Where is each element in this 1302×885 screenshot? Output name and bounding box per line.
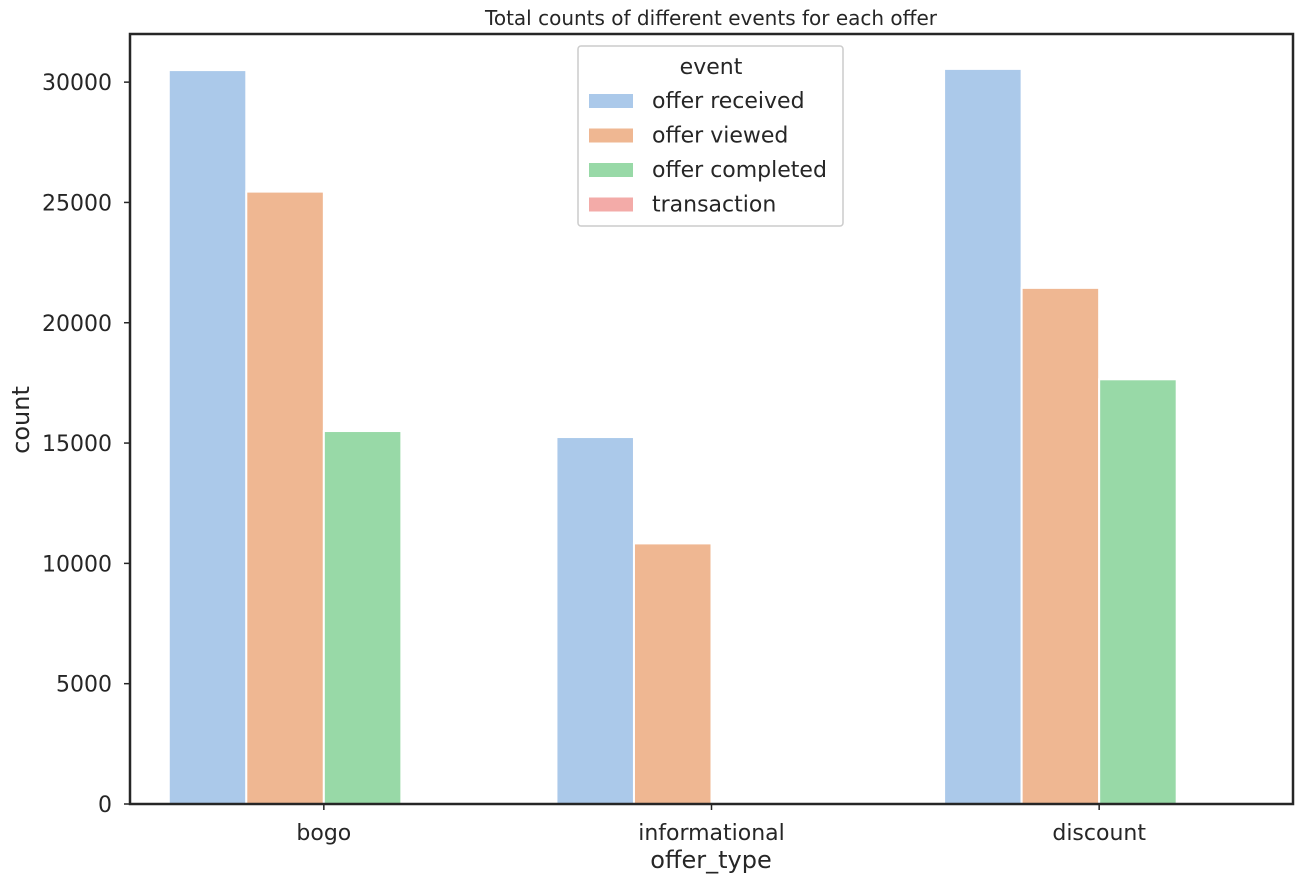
- y-tick-label: 0: [98, 793, 112, 818]
- legend-frame: [577, 45, 844, 227]
- bar-bogo-offer-received: [167, 69, 248, 805]
- bar-bogo-offer-viewed: [245, 190, 325, 805]
- y-tick-label: 15000: [42, 432, 112, 457]
- legend-label-transaction: transaction: [652, 193, 776, 218]
- legend-swatch-offer-viewed: [589, 128, 633, 143]
- x-axis-label: offer_type: [650, 846, 771, 874]
- x-tick-label-discount: discount: [1052, 821, 1146, 846]
- bars-group: [167, 67, 1178, 805]
- x-axis-ticks: bogo informational discount: [296, 804, 1146, 846]
- legend: event offer received offer viewed offer co…: [577, 45, 844, 227]
- legend-label-offer-completed: offer completed: [652, 158, 827, 183]
- y-tick-label: 20000: [42, 312, 112, 337]
- bar-bogo-offer-completed: [322, 430, 403, 805]
- bar-informational-offer-received: [555, 436, 635, 805]
- y-axis-ticks: 0 5000 10000 15000 20000 25000 30000: [42, 71, 130, 818]
- bar-discount-offer-completed: [1098, 378, 1178, 805]
- legend-swatch-offer-received: [589, 94, 633, 108]
- y-tick-label: 5000: [56, 673, 112, 698]
- bar-discount-offer-viewed: [1020, 286, 1101, 805]
- bar-informational-offer-viewed: [632, 542, 713, 805]
- x-tick-label-informational: informational: [638, 821, 785, 846]
- y-tick-label: 10000: [42, 552, 112, 577]
- legend-label-offer-received: offer received: [652, 89, 805, 114]
- chart-title: Total counts of different events for eac…: [484, 6, 938, 30]
- y-tick-label: 25000: [42, 191, 112, 216]
- legend-label-offer-viewed: offer viewed: [652, 124, 788, 149]
- legend-swatch-offer-completed: [589, 163, 633, 177]
- bar-discount-offer-received: [943, 67, 1023, 805]
- legend-title: event: [680, 55, 743, 80]
- y-axis-label: count: [7, 386, 35, 454]
- y-tick-label: 30000: [42, 71, 112, 96]
- legend-swatch-transaction: [589, 197, 633, 212]
- x-tick-label-bogo: bogo: [296, 821, 351, 846]
